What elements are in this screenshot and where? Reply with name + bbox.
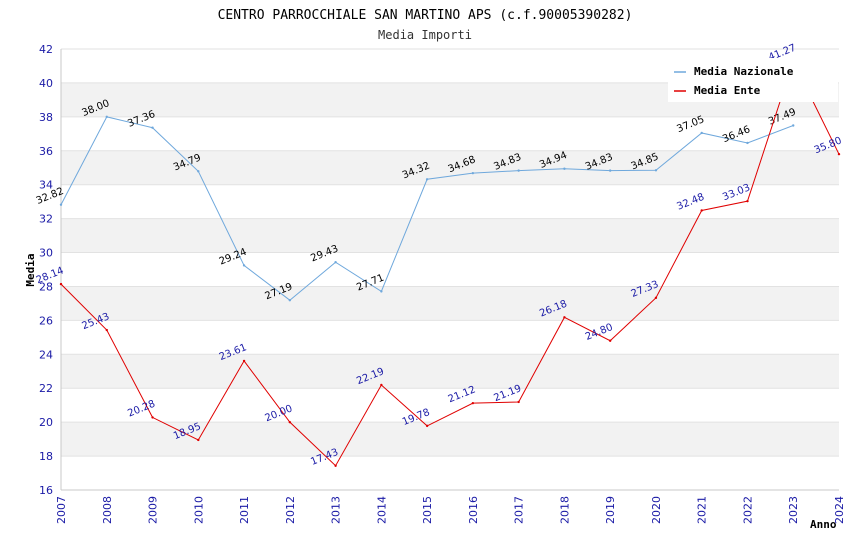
series-line-media-ente <box>60 60 840 467</box>
data-point-media-nazionale <box>792 124 795 127</box>
grid-band <box>61 388 839 423</box>
y-tick-labels: 16 18 20 22 24 26 28 30 32 34 36 38 40 42 <box>39 43 53 497</box>
data-point-media-nazionale <box>471 171 475 175</box>
legend-entry-media-nazionale: Media Nazionale <box>694 65 794 78</box>
x-tick-label: 2008 <box>101 496 114 524</box>
y-tick-label: 32 <box>39 213 53 226</box>
y-tick-label: 34 <box>39 179 53 192</box>
y-tick-label: 26 <box>39 314 53 327</box>
grid-band <box>61 286 839 321</box>
grid-band <box>61 320 839 355</box>
x-tick-label: 2010 <box>192 496 205 524</box>
data-point-media-nazionale <box>151 126 154 129</box>
data-point-media-ente <box>654 296 658 300</box>
y-tick-label: 28 <box>39 280 53 293</box>
x-tick-label: 2020 <box>650 496 663 524</box>
data-point-media-nazionale <box>517 169 520 172</box>
data-point-media-nazionale <box>563 167 566 170</box>
data-point-media-ente <box>700 209 703 212</box>
grid-band <box>61 150 839 185</box>
data-point-media-nazionale <box>105 115 108 119</box>
grid-band <box>61 184 839 219</box>
x-tick-label: 2017 <box>513 496 526 524</box>
data-point-media-nazionale <box>197 170 200 173</box>
data-point-media-ente <box>425 424 429 428</box>
data-point-media-ente <box>151 416 154 419</box>
x-tick-labels: 2007 2008 2009 2010 2011 2012 2013 2014 2015 2016… <box>55 496 846 524</box>
data-point-media-nazionale <box>288 299 292 302</box>
y-tick-label: 22 <box>39 382 53 395</box>
legend: Media Nazionale Media Ente <box>668 58 838 102</box>
data-point-media-nazionale <box>380 290 383 293</box>
data-point-media-nazionale <box>746 141 749 145</box>
grid-band <box>61 354 839 389</box>
data-point-media-ente <box>471 401 475 405</box>
data-point-media-ente <box>380 383 383 387</box>
grid-band <box>61 422 839 457</box>
x-tick-label: 2015 <box>421 496 434 524</box>
data-point-media-nazionale <box>425 178 429 181</box>
y-tick-label: 38 <box>39 111 53 124</box>
x-tick-label: 2023 <box>787 496 800 524</box>
data-point-media-ente <box>242 359 246 363</box>
x-tick-label: 2013 <box>330 496 343 524</box>
x-tick-label: 2021 <box>696 496 709 524</box>
legend-entry-media-ente: Media Ente <box>694 84 761 97</box>
data-point-media-ente <box>288 420 292 424</box>
data-point-media-nazionale <box>654 169 658 172</box>
y-tick-label: 42 <box>39 43 53 56</box>
data-point-media-nazionale <box>334 261 337 264</box>
x-tick-label: 2022 <box>741 496 754 524</box>
data-point-media-ente <box>746 199 749 203</box>
x-tick-label: 2019 <box>604 496 617 524</box>
axes <box>60 49 839 491</box>
grid-bands <box>61 48 839 491</box>
x-tick-label: 2009 <box>147 496 160 524</box>
x-tick-label: 2007 <box>55 496 68 524</box>
grid-band <box>61 116 839 151</box>
y-tick-label: 36 <box>39 145 53 158</box>
x-axis-label: Anno <box>810 518 837 531</box>
x-tick-label: 2012 <box>284 496 297 524</box>
y-tick-label: 40 <box>39 77 53 90</box>
data-point-media-ente <box>837 152 841 156</box>
y-tick-label: 20 <box>39 416 53 429</box>
data-point-media-nazionale <box>59 203 63 206</box>
data-point-media-ente <box>563 316 566 319</box>
data-point-media-nazionale <box>608 169 612 172</box>
grid-band <box>61 218 839 253</box>
x-tick-label: 2018 <box>558 496 571 524</box>
data-point-media-ente <box>517 400 520 404</box>
data-point-media-ente <box>59 282 63 286</box>
data-point-media-nazionale <box>700 131 703 135</box>
data-point-media-ente <box>608 339 612 342</box>
y-tick-label: 24 <box>39 348 53 361</box>
data-point-media-nazionale <box>242 264 246 267</box>
data-point-media-ente <box>334 464 337 467</box>
grid-band <box>61 252 839 287</box>
data-point-media-ente <box>197 438 200 442</box>
y-axis-label: Media <box>24 253 37 286</box>
x-tick-label: 2011 <box>238 496 251 524</box>
chart-title: CENTRO PARROCCHIALE SAN MARTINO APS (c.f… <box>218 8 633 23</box>
chart-subtitle: Media Importi <box>378 28 472 42</box>
x-tick-label: 2024 <box>833 496 846 524</box>
grid-band <box>61 456 839 490</box>
legend-box <box>668 58 838 102</box>
y-tick-label: 18 <box>39 450 53 463</box>
x-tick-label: 2014 <box>375 496 388 524</box>
y-tick-label: 30 <box>39 247 53 260</box>
data-point-media-ente <box>105 328 108 332</box>
y-tick-label: 16 <box>39 484 53 497</box>
x-tick-label: 2016 <box>467 496 480 524</box>
